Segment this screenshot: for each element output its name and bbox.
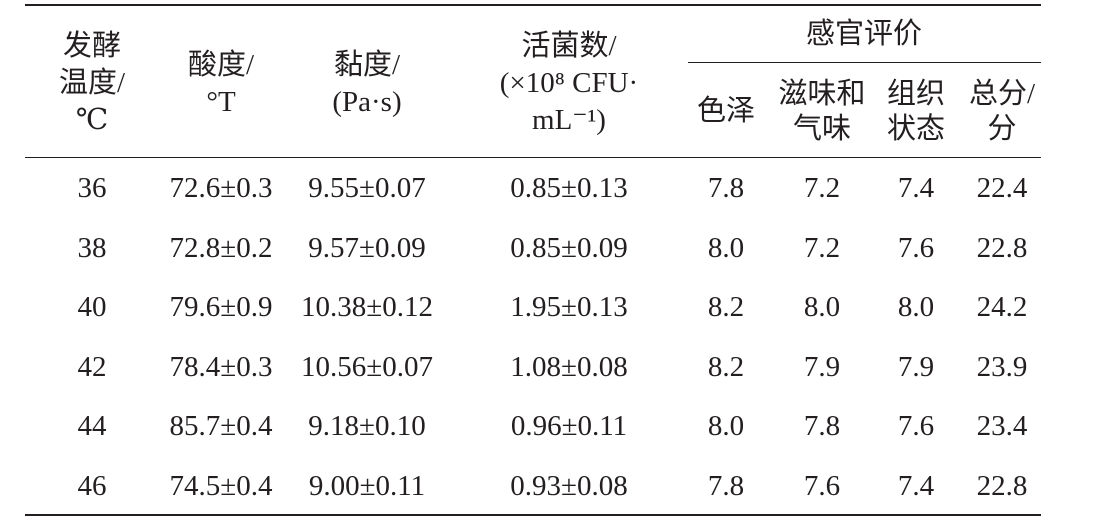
cell: 7.2	[803, 172, 841, 204]
header-cell: 发酵	[62, 30, 122, 62]
cell: 72.8±0.2	[169, 231, 273, 264]
cell: 7.2	[803, 231, 841, 264]
cell: 7.4	[897, 172, 935, 204]
cell: 8.0	[897, 291, 935, 323]
cell: 7.9	[897, 350, 935, 383]
cell: 22.8	[976, 231, 1028, 264]
header-cell: 滋味和	[778, 77, 866, 110]
group-title: 感官评价	[805, 18, 923, 50]
header-cell: (Pa·s)	[332, 85, 402, 118]
bottom-rule	[25, 514, 1041, 516]
header-cell: °T	[206, 85, 236, 118]
cell: 38	[77, 231, 107, 264]
cell: 7.9	[803, 350, 841, 383]
header-cell: 黏度/	[333, 48, 401, 81]
cell: 40	[77, 291, 107, 323]
cell: 9.55±0.07	[308, 172, 426, 204]
cell: 8.0	[707, 410, 745, 442]
cell: 7.8	[707, 469, 745, 502]
cell: 72.6±0.3	[169, 172, 273, 204]
cell: 1.95±0.13	[510, 291, 628, 323]
cell: 42	[77, 350, 107, 383]
header-cell: 温度/	[58, 67, 126, 99]
cell: 7.6	[803, 469, 841, 502]
cell: 9.18±0.10	[308, 410, 426, 442]
header-cell: 色泽	[696, 95, 756, 127]
header-cell: 气味	[792, 112, 852, 145]
cell: 0.93±0.08	[510, 469, 628, 502]
cell: 74.5±0.4	[169, 469, 273, 502]
cell: 7.4	[897, 469, 935, 502]
cell: 36	[77, 172, 107, 204]
cell: 44	[77, 410, 107, 442]
cell: 8.2	[707, 350, 745, 383]
header-cell: 总分/	[968, 77, 1036, 110]
cell: 8.0	[803, 291, 841, 323]
cell: 0.85±0.13	[510, 172, 628, 204]
cell: 78.4±0.3	[169, 350, 273, 383]
cell: 9.57±0.09	[308, 231, 426, 264]
cell: 8.2	[707, 291, 745, 323]
cell: 0.96±0.11	[510, 410, 628, 442]
cell: 7.6	[897, 231, 935, 264]
header-cell: ℃	[75, 104, 109, 136]
header-cell: 活菌数/	[521, 30, 617, 62]
header-cell: 状态	[886, 112, 946, 145]
group-rule	[688, 62, 1041, 63]
cell: 0.85±0.09	[510, 231, 628, 264]
cell: 46	[77, 469, 107, 502]
header-rule	[25, 157, 1041, 158]
cell: 1.08±0.08	[510, 350, 628, 383]
cell: 23.4	[976, 410, 1028, 442]
cell: 22.4	[976, 172, 1028, 204]
cell: 22.8	[976, 469, 1028, 502]
header-cell: 分	[987, 112, 1017, 145]
header-cell: mL⁻¹)	[532, 104, 606, 136]
cell: 85.7±0.4	[169, 410, 273, 442]
cell: 23.9	[976, 350, 1028, 383]
cell: 9.00±0.11	[308, 469, 426, 502]
cell: 7.8	[707, 172, 745, 204]
header-cell: 组织	[886, 77, 946, 110]
cell: 7.8	[803, 410, 841, 442]
cell: 79.6±0.9	[169, 291, 273, 323]
cell: 8.0	[707, 231, 745, 264]
cell: 10.38±0.12	[301, 291, 433, 323]
cell: 10.56±0.07	[301, 350, 433, 383]
cell: 24.2	[976, 291, 1028, 323]
header-cell: (×10⁸ CFU·	[499, 67, 639, 99]
header-cell: 酸度/	[187, 48, 255, 81]
cell: 7.6	[897, 410, 935, 442]
top-rule	[25, 4, 1041, 6]
